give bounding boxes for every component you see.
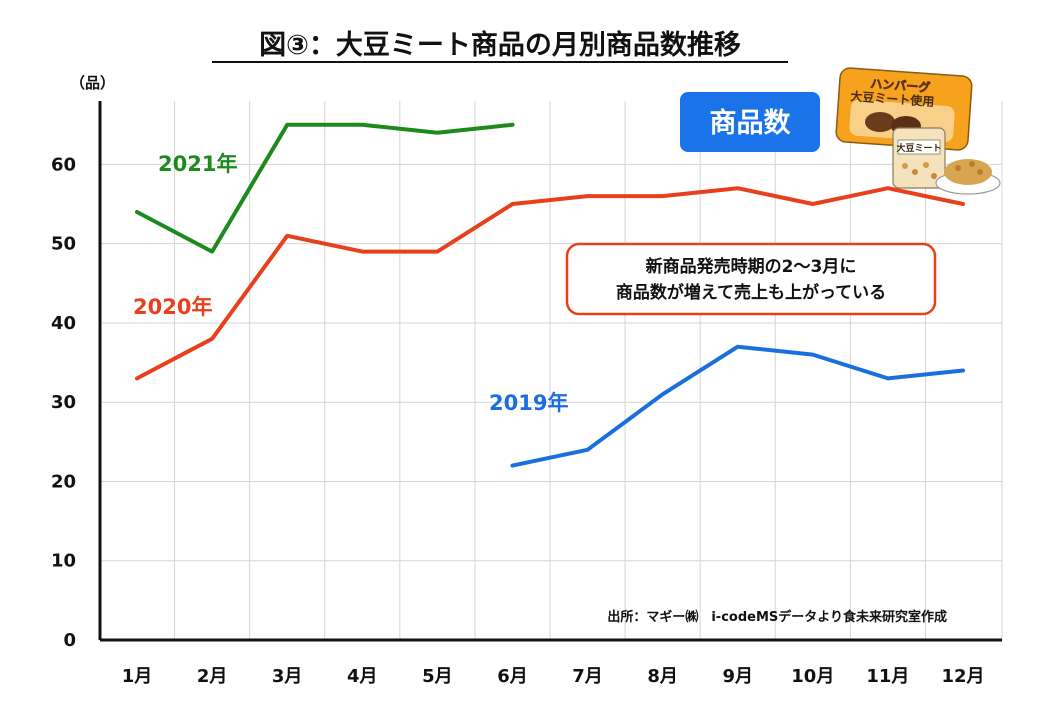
patty-left	[865, 112, 895, 132]
series-label-2020: 2020年	[133, 295, 212, 319]
package-subtitle: 大豆ミート使用	[850, 88, 935, 109]
y-tick-label: 40	[51, 313, 76, 334]
soy-meat-bag: 大豆ミート	[892, 127, 946, 189]
y-tick-label: 60	[51, 154, 76, 175]
y-tick-label: 10	[51, 551, 76, 572]
bowl-contents	[944, 159, 992, 185]
series-line-2020年	[135, 186, 965, 381]
callout-line-2: 商品数が増えて売上も上がっている	[616, 282, 886, 303]
y-tick-label: 20	[51, 471, 76, 492]
series-label-2019: 2019年	[489, 391, 568, 415]
package-title: ハンバーグ	[870, 76, 931, 95]
x-tick-label: 2月	[197, 666, 228, 687]
bag-grain	[923, 162, 929, 168]
chart-title: 図③：大豆ミート商品の月別商品数推移	[259, 30, 741, 61]
badge-label: 商品数	[710, 108, 792, 139]
y-axis-unit: （品）	[70, 74, 115, 92]
x-tick-label: 9月	[722, 666, 753, 687]
bowl-grain	[977, 169, 983, 175]
bag-label: 大豆ミート	[896, 142, 941, 154]
y-tick-label: 50	[51, 234, 76, 255]
bag-grain	[902, 163, 908, 169]
axis-ticks: 0 10 20 30 40 50 60 1月 2月 3月 4月 5月 6月 7月 8月 9月 10月 11月 12月	[51, 154, 985, 687]
x-tick-label: 1月	[122, 666, 153, 687]
x-tick-label: 8月	[647, 666, 678, 687]
bowl-grain	[955, 165, 961, 171]
badge-background	[680, 92, 820, 152]
x-tick-label: 5月	[422, 666, 453, 687]
x-tick-label: 12月	[941, 666, 984, 687]
x-tick-label: 11月	[866, 666, 909, 687]
series-line-2019年	[510, 344, 965, 468]
series-lines	[135, 122, 965, 468]
grid-lines	[100, 101, 1003, 640]
callout-line-1: 新商品発売時期の2～3月に	[646, 256, 857, 277]
bowl-grain	[969, 161, 975, 167]
x-tick-label: 4月	[347, 666, 378, 687]
y-tick-label: 30	[51, 392, 76, 413]
annotation-callout: 新商品発売時期の2～3月に 商品数が増えて売上も上がっている	[565, 242, 937, 316]
bag-label-box	[897, 139, 941, 155]
x-tick-label: 6月	[497, 666, 528, 687]
x-tick-label: 3月	[272, 666, 303, 687]
bag-grain	[931, 173, 937, 179]
series-label-2021: 2021年	[158, 152, 237, 176]
series-line-2021年	[135, 122, 515, 254]
x-tick-label: 7月	[572, 666, 603, 687]
product-count-badge: 商品数	[680, 92, 820, 152]
soy-meat-product-illustration: ハンバーグ 大豆ミート使用 大豆ミート	[835, 67, 1001, 195]
soy-meat-bowl	[935, 159, 1001, 195]
callout-box	[565, 242, 937, 316]
y-tick-label: 0	[63, 630, 76, 651]
x-tick-label: 10月	[791, 666, 834, 687]
bag-grain	[912, 169, 918, 175]
source-note: 出所：マギー㈱ i-codeMSデータより食未来研究室作成	[607, 609, 947, 625]
bag-body	[892, 127, 946, 189]
